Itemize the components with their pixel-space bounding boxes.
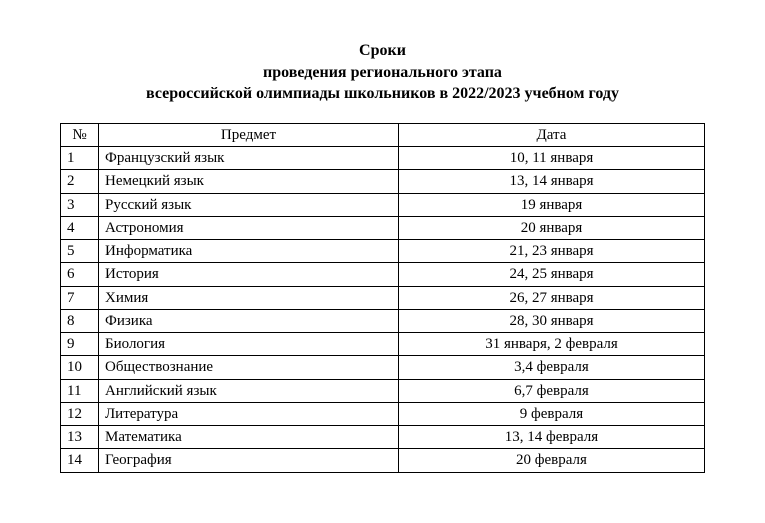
header-subject: Предмет <box>99 123 399 146</box>
cell-num: 3 <box>61 193 99 216</box>
cell-num: 6 <box>61 263 99 286</box>
cell-num: 2 <box>61 170 99 193</box>
table-row: 2Немецкий язык13, 14 января <box>61 170 705 193</box>
header-date: Дата <box>399 123 705 146</box>
cell-subject: Обществознание <box>99 356 399 379</box>
cell-date: 24, 25 января <box>399 263 705 286</box>
table-row: 12Литература9 февраля <box>61 402 705 425</box>
table-row: 9Биология31 января, 2 февраля <box>61 333 705 356</box>
cell-date: 20 января <box>399 216 705 239</box>
cell-subject: История <box>99 263 399 286</box>
cell-date: 20 февраля <box>399 449 705 472</box>
cell-date: 13, 14 января <box>399 170 705 193</box>
cell-date: 19 января <box>399 193 705 216</box>
table-row: 4Астрономия20 января <box>61 216 705 239</box>
cell-subject: География <box>99 449 399 472</box>
cell-subject: Астрономия <box>99 216 399 239</box>
cell-num: 5 <box>61 240 99 263</box>
cell-num: 10 <box>61 356 99 379</box>
cell-subject: Математика <box>99 426 399 449</box>
cell-date: 31 января, 2 февраля <box>399 333 705 356</box>
cell-subject: Русский язык <box>99 193 399 216</box>
table-row: 10Обществознание3,4 февраля <box>61 356 705 379</box>
cell-num: 8 <box>61 309 99 332</box>
cell-num: 4 <box>61 216 99 239</box>
table-row: 11Английский язык6,7 февраля <box>61 379 705 402</box>
header-num: № <box>61 123 99 146</box>
table-row: 5Информатика21, 23 января <box>61 240 705 263</box>
cell-subject: Информатика <box>99 240 399 263</box>
cell-date: 28, 30 января <box>399 309 705 332</box>
cell-subject: Биология <box>99 333 399 356</box>
table-row: 7Химия26, 27 января <box>61 286 705 309</box>
cell-subject: Английский язык <box>99 379 399 402</box>
table-row: 14География20 февраля <box>61 449 705 472</box>
table-row: 8Физика28, 30 января <box>61 309 705 332</box>
title-line-1: Сроки <box>60 40 705 62</box>
cell-date: 21, 23 января <box>399 240 705 263</box>
title-block: Сроки проведения регионального этапа все… <box>60 40 705 105</box>
cell-subject: Литература <box>99 402 399 425</box>
table-row: 1Французский язык10, 11 января <box>61 147 705 170</box>
table-row: 13Математика13, 14 февраля <box>61 426 705 449</box>
cell-num: 14 <box>61 449 99 472</box>
title-line-2: проведения регионального этапа <box>60 62 705 84</box>
cell-date: 13, 14 февраля <box>399 426 705 449</box>
title-line-3: всероссийской олимпиады школьников в 202… <box>60 83 705 105</box>
table-row: 6История24, 25 января <box>61 263 705 286</box>
cell-date: 9 февраля <box>399 402 705 425</box>
document-page: Сроки проведения регионального этапа все… <box>0 0 765 473</box>
cell-date: 26, 27 января <box>399 286 705 309</box>
cell-num: 9 <box>61 333 99 356</box>
cell-date: 3,4 февраля <box>399 356 705 379</box>
cell-subject: Немецкий язык <box>99 170 399 193</box>
cell-date: 10, 11 января <box>399 147 705 170</box>
cell-subject: Физика <box>99 309 399 332</box>
schedule-table: № Предмет Дата 1Французский язык10, 11 я… <box>60 123 705 473</box>
table-header-row: № Предмет Дата <box>61 123 705 146</box>
cell-num: 11 <box>61 379 99 402</box>
cell-num: 12 <box>61 402 99 425</box>
cell-num: 1 <box>61 147 99 170</box>
cell-num: 7 <box>61 286 99 309</box>
cell-subject: Химия <box>99 286 399 309</box>
cell-subject: Французский язык <box>99 147 399 170</box>
table-row: 3Русский язык19 января <box>61 193 705 216</box>
cell-date: 6,7 февраля <box>399 379 705 402</box>
cell-num: 13 <box>61 426 99 449</box>
